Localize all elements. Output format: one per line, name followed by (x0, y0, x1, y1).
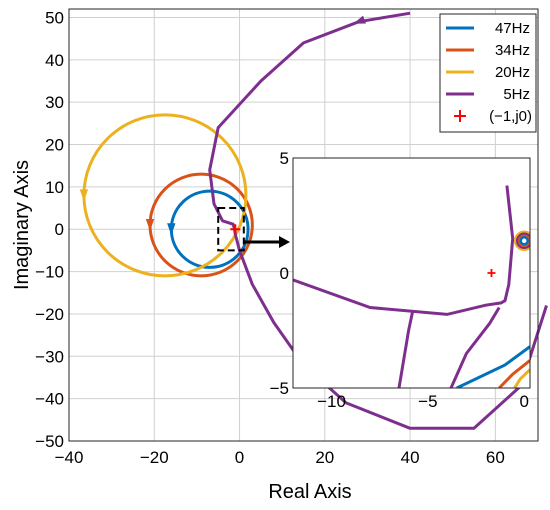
inset-series-47hz (456, 345, 530, 388)
y-tick-label: −40 (35, 390, 64, 409)
series-34hz-curve (148, 172, 254, 278)
y-tick-label: 30 (45, 93, 64, 112)
series-47hz-arrow (167, 223, 176, 236)
inset-series-20hz (513, 368, 530, 388)
inset-x-tick-label: −5 (418, 392, 437, 411)
series-34hz-arrow (145, 219, 155, 231)
x-tick-label: 60 (486, 448, 505, 467)
zoom-box (217, 207, 245, 252)
legend-label: 5Hz (503, 86, 530, 103)
inset-x-tick-label: −10 (317, 392, 346, 411)
inset-x-tick-label: 0 (519, 392, 528, 411)
marker-layer (217, 207, 290, 252)
y-tick-label: 50 (45, 8, 64, 27)
y-tick-label: 10 (45, 178, 64, 197)
x-tick-label: 0 (235, 448, 244, 467)
inset-loop-47hz (519, 236, 529, 246)
inset-series-34hz (498, 359, 530, 388)
inset-y-tick-label: 0 (280, 264, 289, 283)
y-axis-label: Imaginary Axis (11, 160, 33, 290)
x-tick-label: −20 (140, 448, 169, 467)
inset-loop-34hz (517, 234, 530, 248)
inset-loop-5hz (515, 232, 530, 250)
legend: 47Hz 34Hz 20Hz 5Hz (−1,j0) (439, 13, 537, 133)
legend-label: 34Hz (495, 42, 530, 59)
y-tick-label: 40 (45, 51, 64, 70)
inset-series-layer (293, 185, 530, 388)
y-tick-label: −30 (35, 347, 64, 366)
legend-label: (−1,j0) (489, 108, 532, 125)
inset-series-5hz (293, 185, 515, 316)
zoom-pointer-head (279, 235, 290, 248)
x-tick-label: 40 (401, 448, 420, 467)
y-tick-label: 20 (45, 136, 64, 155)
y-tick-label: 0 (55, 220, 64, 239)
y-tick-label: −20 (35, 305, 64, 324)
x-tick-label: 20 (315, 448, 334, 467)
inset-y-tick-label: 5 (280, 149, 289, 168)
inset-series-5hz (449, 306, 501, 388)
legend-label: 20Hz (495, 64, 530, 81)
inset-marker (487, 269, 496, 277)
series-5hz-arrow (353, 15, 366, 24)
legend-marker-swatch (454, 110, 466, 122)
series-20hz-arrow (79, 189, 89, 202)
series-20hz-curve (82, 113, 248, 278)
plot-frame (68, 8, 539, 442)
inset-frame (292, 157, 531, 389)
inset: −10 −5 0 5 0 −5 (270, 149, 531, 411)
x-tick-label: −40 (55, 448, 84, 467)
y-tick-label: −10 (35, 263, 64, 282)
y-tick-label: −50 (35, 432, 64, 451)
inset-y-tick-label: −5 (270, 379, 289, 398)
legend-label: 47Hz (495, 20, 530, 37)
marker-minus-one (230, 224, 241, 235)
inset-loop-20hz (513, 230, 530, 252)
inset-series-5hz (397, 311, 414, 388)
x-axis-label: Real Axis (268, 481, 351, 503)
